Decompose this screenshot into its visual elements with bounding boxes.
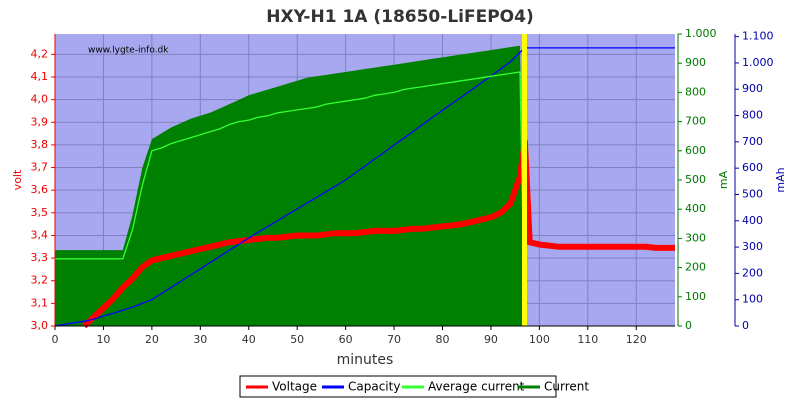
y-tick-label: 4,0 — [31, 93, 49, 106]
y-tick-label: 900 — [685, 56, 706, 69]
x-tick-label: 120 — [626, 333, 647, 346]
y-tick-label: 3,0 — [31, 319, 49, 332]
legend-box — [239, 375, 557, 398]
x-tick-label: 90 — [484, 333, 498, 346]
x-tick-label: 100 — [529, 333, 550, 346]
line — [82, 140, 675, 329]
y-tick-label: 400 — [742, 214, 763, 227]
x-tick-label: 110 — [577, 333, 598, 346]
y-tick-label: 800 — [685, 85, 706, 98]
x-tick-label: 50 — [290, 333, 304, 346]
y-tick-label: 3,7 — [31, 161, 49, 174]
chart-title: HXY-H1 1A (18650-LiFEPO4) — [266, 7, 533, 27]
y-tick-label: 3,1 — [31, 296, 49, 309]
watermark: www.lygte-info.dk — [88, 46, 169, 56]
y-tick-label: 0 — [742, 319, 749, 332]
y-tick-label: 3,9 — [31, 115, 49, 128]
y-tick-label: 300 — [742, 240, 763, 253]
y-tick-label: 1.100 — [742, 30, 774, 43]
legend: Voltage Capacity Average current Current — [246, 380, 589, 394]
y-tick-label: 700 — [685, 115, 706, 128]
y-tick-label: 600 — [685, 144, 706, 157]
y-tick-label: 800 — [742, 109, 763, 122]
legend-label: Capacity — [348, 380, 400, 394]
y-tick-label: 100 — [742, 293, 763, 306]
legend-label: Average current — [428, 380, 525, 394]
x-tick-label: 20 — [145, 333, 159, 346]
legend-label: Current — [544, 380, 589, 394]
y-tick-label: 1.000 — [685, 27, 717, 40]
y2-axis-label: mA — [717, 170, 730, 189]
x-tick-label: 40 — [242, 333, 256, 346]
end-marker — [522, 34, 527, 326]
legend-label: Voltage — [272, 380, 317, 394]
y-tick-label: 3,2 — [31, 274, 49, 287]
y-tick-label: 3,8 — [31, 138, 49, 151]
y-tick-label: 100 — [685, 290, 706, 303]
y-tick-label: 200 — [685, 261, 706, 274]
y-tick-label: 400 — [685, 202, 706, 215]
x-tick-label: 70 — [387, 333, 401, 346]
y-tick-label: 900 — [742, 82, 763, 95]
y-tick-label: 3,3 — [31, 251, 49, 264]
x-tick-label: 0 — [52, 333, 59, 346]
y-tick-label: 1.000 — [742, 56, 774, 69]
y-tick-label: 700 — [742, 135, 763, 148]
x-tick-label: 30 — [193, 333, 207, 346]
x-tick-label: 80 — [436, 333, 450, 346]
y-tick-label: 3,5 — [31, 206, 49, 219]
y-tick-label: 0 — [685, 319, 692, 332]
y-tick-label: 500 — [742, 187, 763, 200]
x-tick-label: 60 — [339, 333, 353, 346]
y-tick-label: 3,6 — [31, 183, 49, 196]
y-tick-label: 4,1 — [31, 70, 49, 83]
x-tick-label: 10 — [96, 333, 110, 346]
y-tick-label: 500 — [685, 173, 706, 186]
line — [55, 71, 526, 327]
y-tick-label: 4,2 — [31, 47, 49, 60]
line — [54, 47, 675, 327]
y-tick-label: 200 — [742, 266, 763, 279]
y-tick-label: 3,4 — [31, 228, 49, 241]
y3-axis-label: mAh — [774, 167, 787, 192]
y-tick-label: 300 — [685, 231, 706, 244]
y-axis-label: volt — [11, 169, 24, 190]
x-axis-label: minutes — [337, 352, 394, 368]
y-tick-label: 600 — [742, 161, 763, 174]
marks — [54, 45, 675, 329]
